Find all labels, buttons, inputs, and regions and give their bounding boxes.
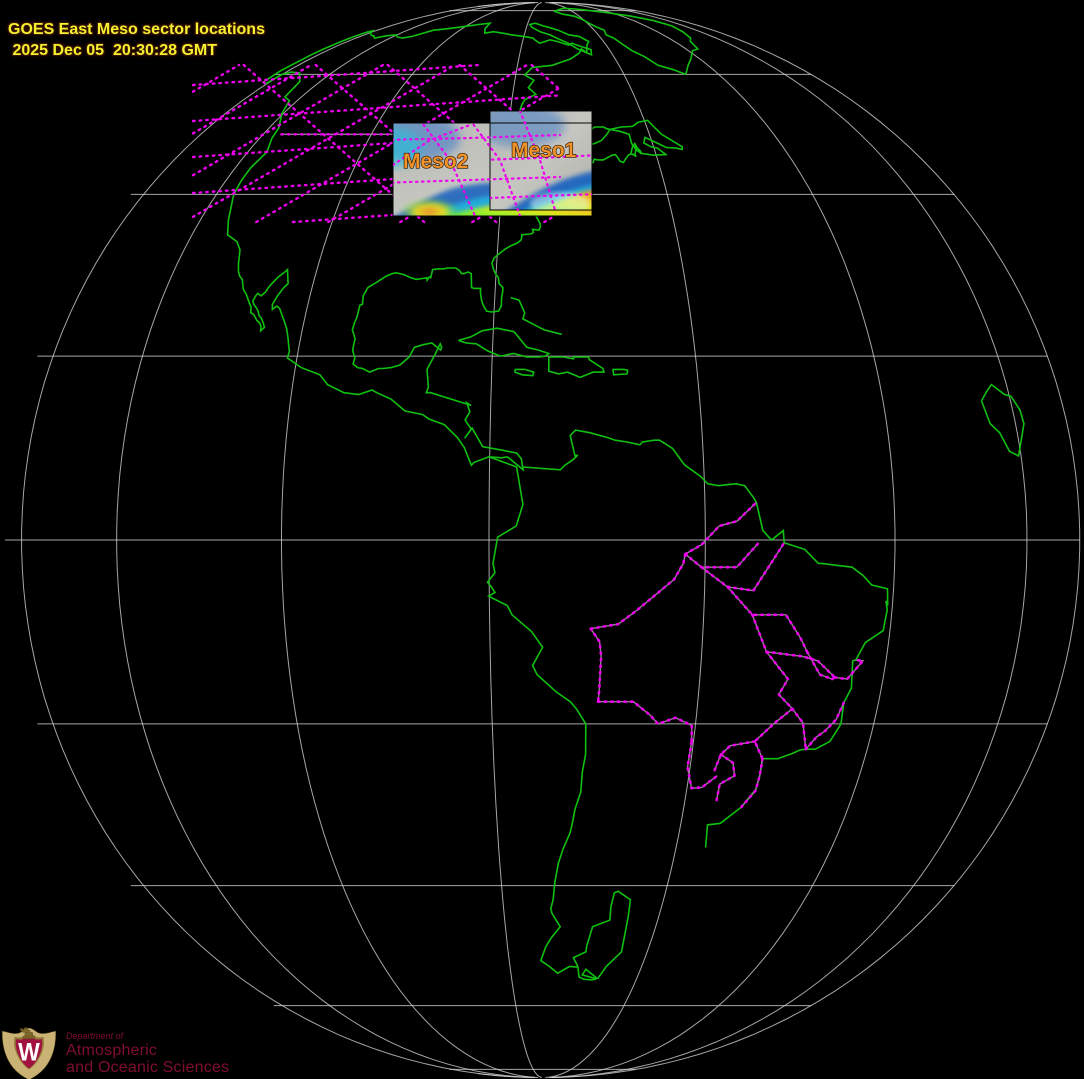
svg-text:W: W (18, 1039, 40, 1067)
